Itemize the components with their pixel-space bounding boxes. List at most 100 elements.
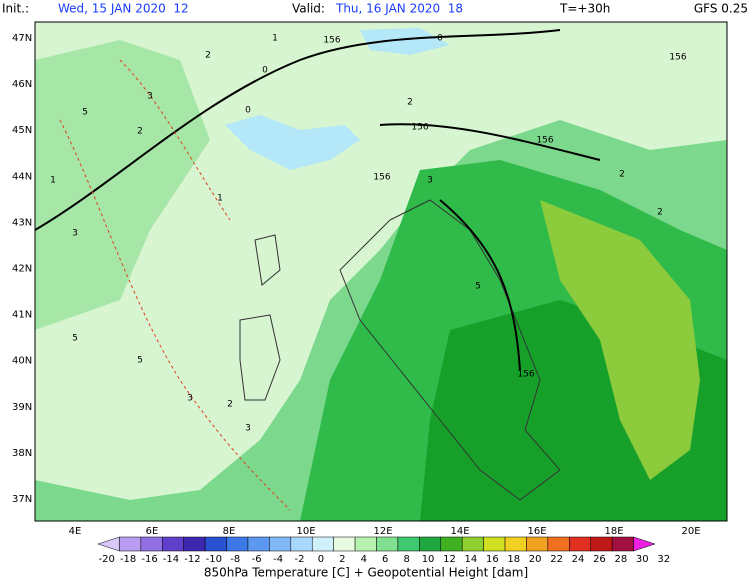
colorbar-box: [162, 536, 184, 552]
lat-label: 46N: [12, 79, 32, 90]
colorbar-label: 18: [507, 554, 520, 565]
colorbar-box: [311, 536, 334, 552]
colorbar-label: -20: [99, 554, 115, 565]
colorbar-box: [119, 536, 142, 552]
colorbar-label: 26: [593, 554, 606, 565]
lat-label: 43N: [12, 217, 32, 228]
lon-label: 18E: [604, 526, 623, 537]
map-frame: [34, 21, 728, 522]
contour-label: 5: [72, 334, 78, 344]
contour-label: 156: [373, 173, 390, 183]
contour-label: 3: [245, 424, 251, 434]
contour-label: 2: [407, 98, 413, 108]
lat-label: 37N: [12, 494, 32, 505]
colorbar-title: 850hPa Temperature [C] + Geopotential He…: [204, 566, 528, 580]
contour-label: 156: [411, 123, 428, 133]
colorbar-label: 30: [636, 554, 649, 565]
geopotential-contour: [34, 29, 601, 371]
contour-label: 156: [536, 136, 553, 146]
contour-label: 1: [272, 34, 278, 44]
colorbar-box: [569, 536, 591, 552]
contour-label: 3: [72, 229, 78, 239]
west-region: [35, 40, 210, 330]
lon-label: 20E: [681, 526, 700, 537]
colorbar-label: 22: [550, 554, 563, 565]
lon-label: 8E: [223, 526, 236, 537]
cold-pool: [360, 28, 450, 55]
colorbar-label: -14: [163, 554, 179, 565]
colorbar-label: 8: [403, 554, 409, 565]
colorbar-box: [419, 536, 442, 552]
colorbar-label: 0: [318, 554, 324, 565]
lat-label: 44N: [12, 171, 32, 182]
colorbar-end: [633, 536, 656, 552]
contour-label: 2: [205, 51, 211, 61]
contour-label: 3: [427, 176, 433, 186]
colorbar-box: [547, 536, 570, 552]
colorbar-label: 12: [443, 554, 456, 565]
contour-label: 0: [245, 106, 251, 116]
colorbar-label: 10: [422, 554, 435, 565]
colorbar-label: -4: [273, 554, 283, 565]
colorbar-box: [590, 536, 613, 552]
contour-label: 0: [262, 66, 268, 76]
contour-label: 5: [475, 282, 481, 292]
adriatic-warm: [540, 200, 700, 480]
colorbar-label: -18: [120, 554, 136, 565]
colorbar-label: -12: [184, 554, 200, 565]
colorbar-box: [333, 536, 356, 552]
colorbar-box: [183, 536, 206, 552]
colorbar-box: [376, 536, 399, 552]
colorbar-box: [483, 536, 506, 552]
contour-label: 5: [82, 108, 88, 118]
lat-label: 42N: [12, 264, 32, 275]
contour-label: 2: [619, 170, 625, 180]
colorbar-box: [461, 536, 484, 552]
lat-label: 39N: [12, 402, 32, 413]
colorbar-box: [504, 536, 527, 552]
model-name: GFS 0.25: [694, 2, 748, 16]
contour-label: 156: [517, 370, 534, 380]
contour-label: 0: [437, 34, 443, 44]
colorbar-box: [290, 536, 313, 552]
contour-label: 2: [657, 208, 663, 218]
contour-label: 3: [147, 92, 153, 102]
lat-label: 47N: [12, 33, 32, 44]
colorbar-box: [397, 536, 420, 552]
contour-label: 1: [50, 176, 56, 186]
colorbar-label: -10: [206, 554, 222, 565]
colorbar-label: 14: [465, 554, 478, 565]
lat-label: 38N: [12, 448, 32, 459]
colorbar-box: [140, 536, 163, 552]
colorbar-box: [440, 536, 463, 552]
init-value: Wed, 15 JAN 2020 12: [58, 2, 189, 16]
lat-label: 41N: [12, 310, 32, 321]
colorbar-label: 20: [529, 554, 542, 565]
lat-label: 40N: [12, 356, 32, 367]
colorbar-label: 6: [382, 554, 388, 565]
coastline: [339, 199, 561, 501]
forecast-step: T=+30h: [559, 2, 610, 16]
islands: [239, 234, 281, 401]
lon-label: 12E: [373, 526, 392, 537]
colorbar-label: 4: [361, 554, 367, 565]
lon-label: 6E: [146, 526, 159, 537]
colorbar-box: [611, 536, 634, 552]
lon-label: 10E: [296, 526, 315, 537]
colorbar-label: -6: [252, 554, 262, 565]
contour-label: 2: [227, 400, 233, 410]
contour-label: 156: [669, 53, 686, 63]
colorbar-label: -8: [230, 554, 240, 565]
contour-label: 2: [137, 127, 143, 137]
init-label: Init.:: [2, 2, 29, 16]
contour-label: 5: [137, 356, 143, 366]
header: Init.: Wed, 15 JAN 2020 12 Valid: Thu, 1…: [2, 2, 748, 16]
colorbar-box: [226, 536, 249, 552]
temperature-contour: [59, 59, 291, 511]
colorbar-box: [269, 536, 292, 552]
lon-label: 14E: [450, 526, 469, 537]
contour-label: 1: [217, 194, 223, 204]
colorbar-label: -16: [141, 554, 157, 565]
colorbar-label: -2: [295, 554, 305, 565]
